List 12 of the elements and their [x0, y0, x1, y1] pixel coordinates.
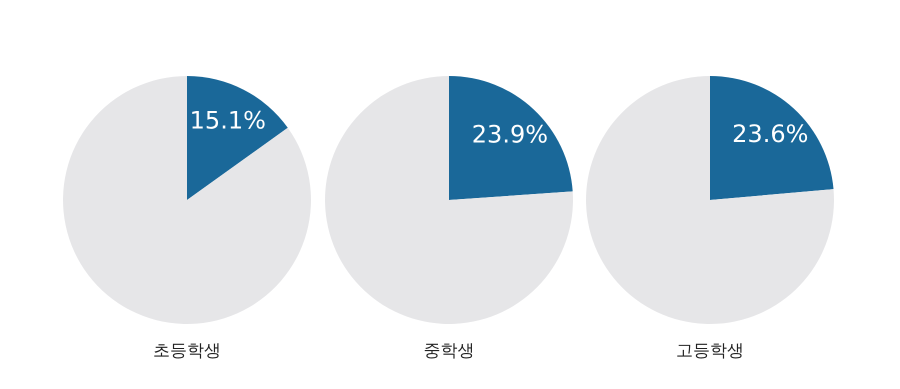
pie-slice [325, 76, 573, 324]
text: 중학생 [424, 341, 474, 361]
data-label: 23.9% [472, 120, 548, 149]
pie-slice [449, 76, 573, 200]
pie-slice [187, 76, 288, 200]
pie-slice [63, 76, 311, 324]
data-label: 23.6% [732, 120, 808, 148]
pie-slice [586, 76, 834, 324]
pie-slice [710, 76, 834, 200]
data-label: 15.1% [190, 106, 266, 135]
text: 초등학생 [153, 341, 221, 361]
text: 고등학생 [676, 341, 744, 361]
